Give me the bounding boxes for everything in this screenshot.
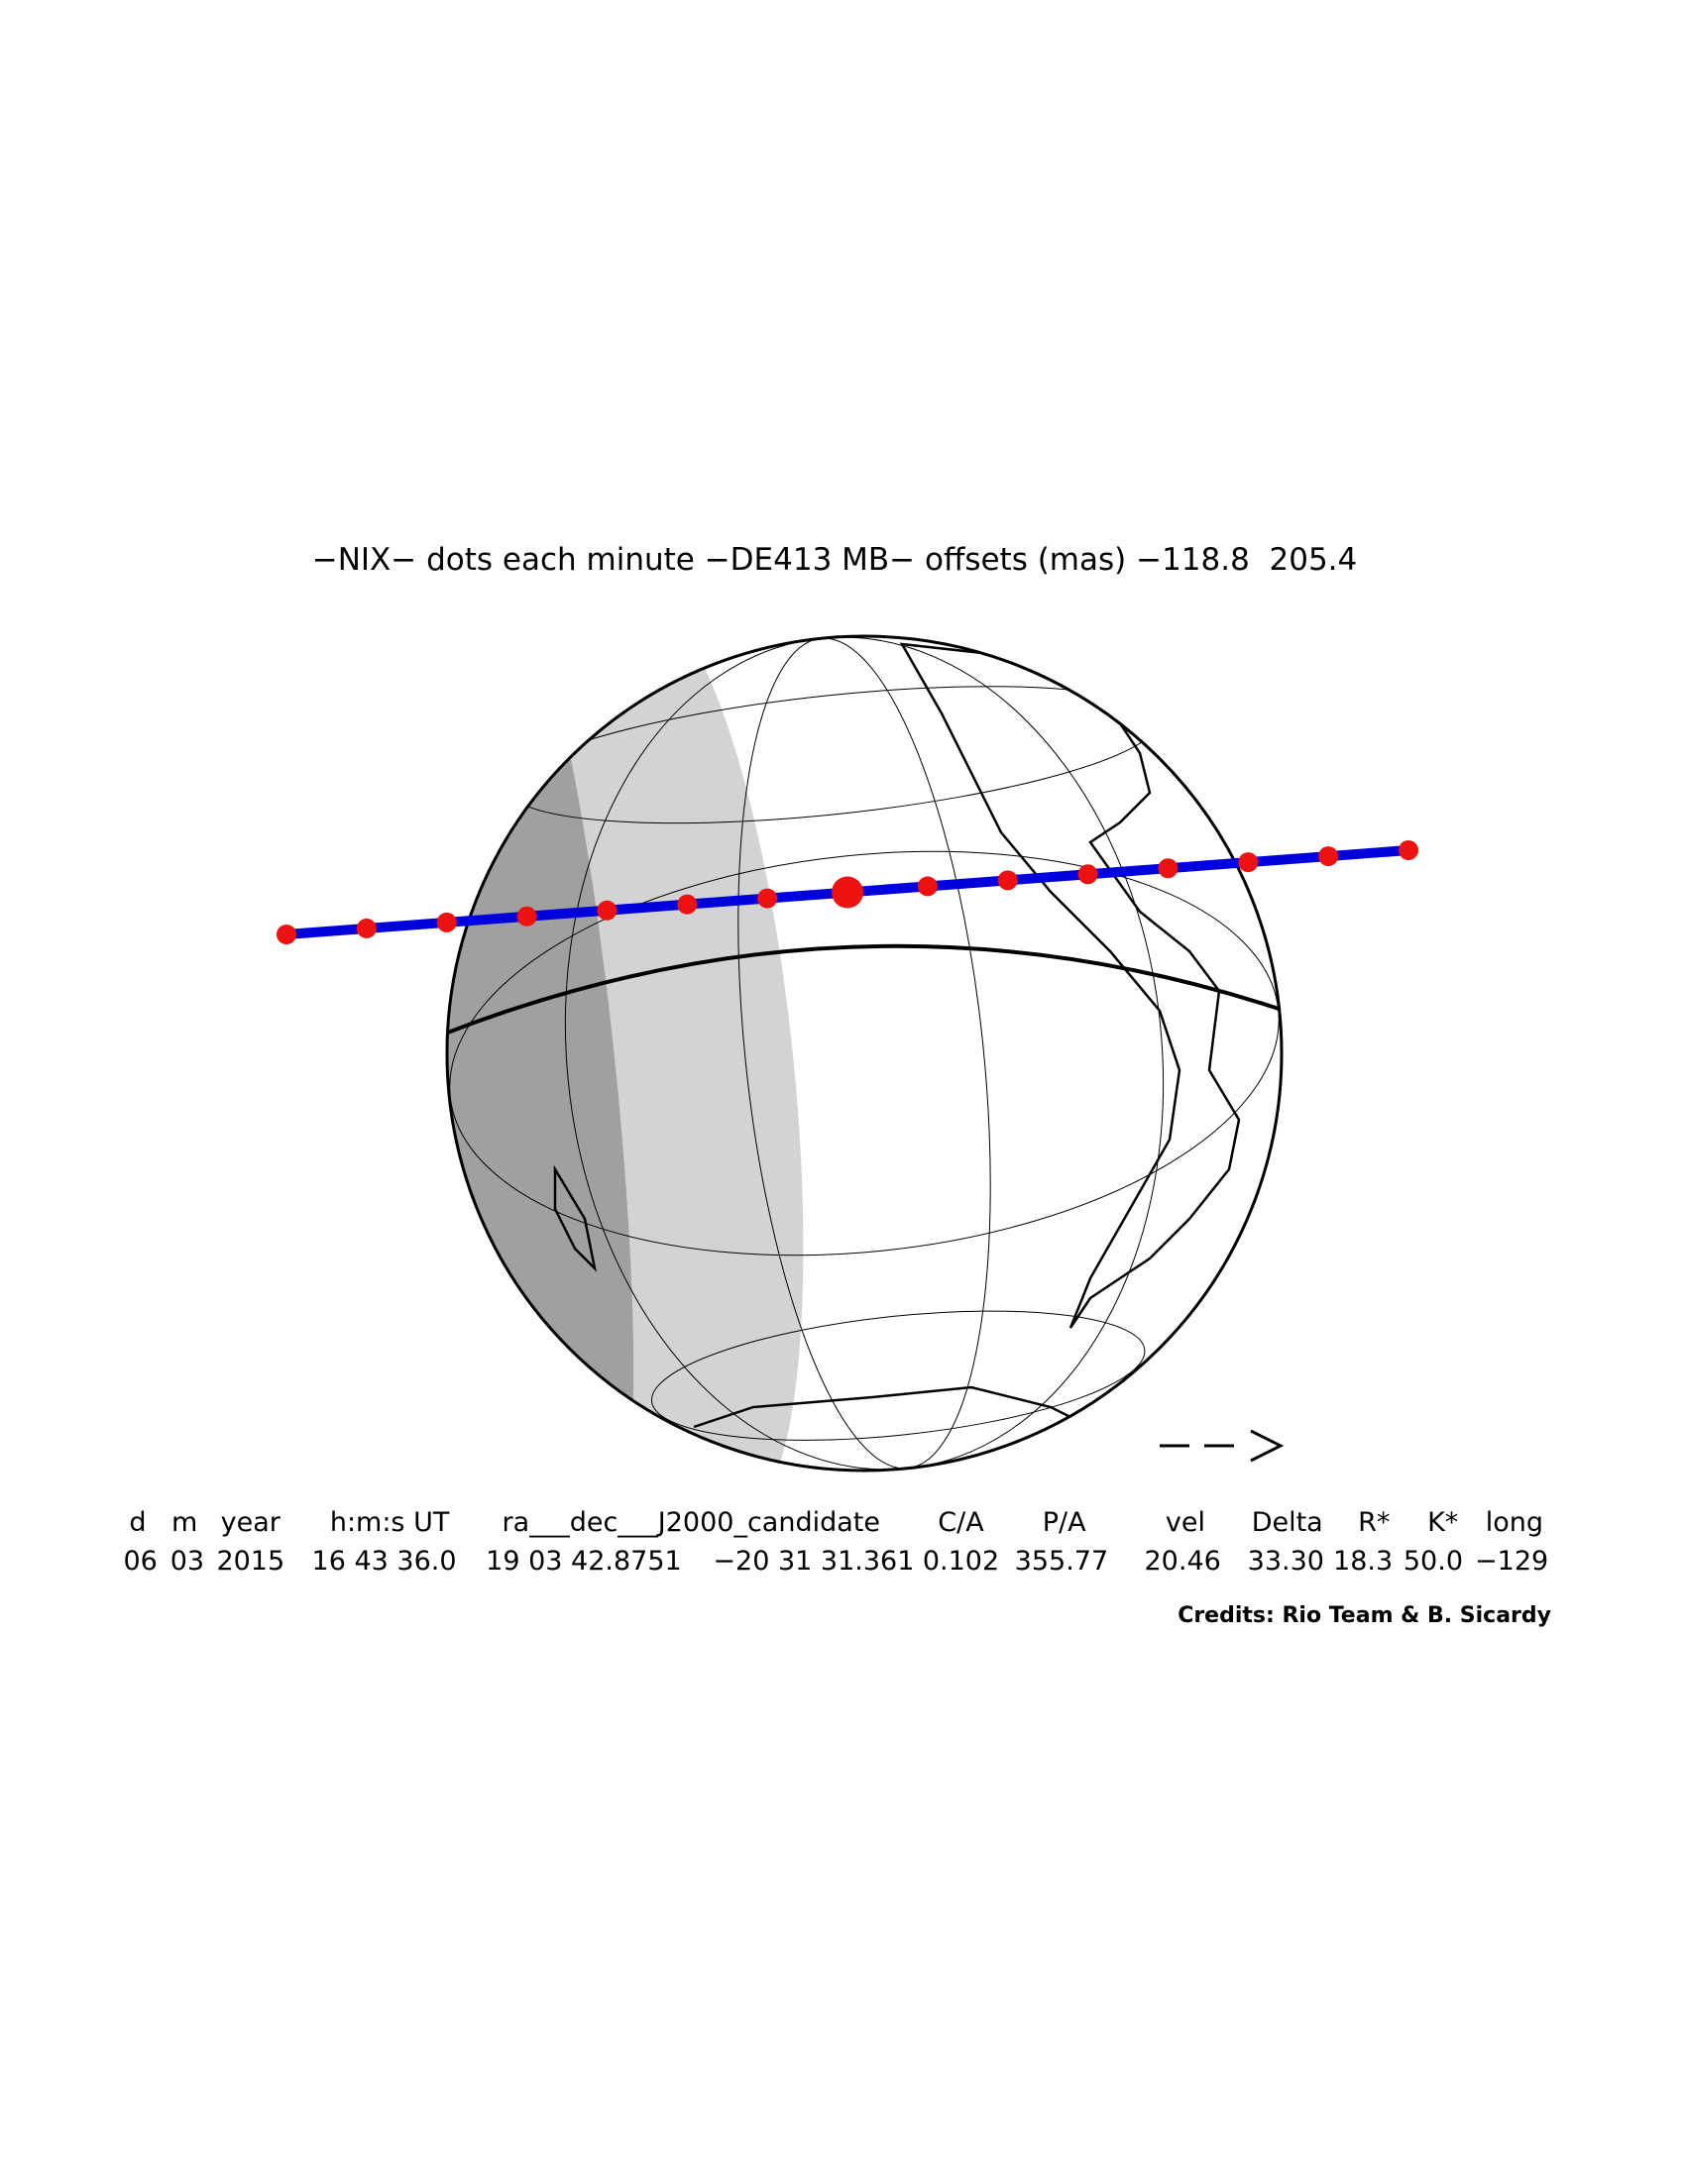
globe (447, 636, 1282, 1471)
column-header: ra___dec___J2000_candidate (503, 1507, 880, 1538)
column-value: 18.3 (1333, 1546, 1393, 1577)
column-value: 50.0 (1404, 1546, 1463, 1577)
column-value: −20 31 31.361 (713, 1546, 914, 1577)
direction-arrow (1160, 1429, 1285, 1463)
minute-dot (1077, 864, 1098, 885)
minute-dot (1399, 840, 1418, 860)
column-header: h:m:s UT (330, 1507, 450, 1538)
column-value: −129 (1475, 1546, 1548, 1577)
column-value: 03 (170, 1546, 204, 1577)
column-header: m (171, 1507, 197, 1538)
column-header: Delta (1252, 1507, 1323, 1538)
column-header: long (1486, 1507, 1543, 1538)
column-value: 355.77 (1015, 1546, 1108, 1577)
column-value: 19 03 42.8751 (486, 1546, 682, 1577)
column-value: 0.102 (923, 1546, 999, 1577)
column-header: K* (1427, 1507, 1458, 1538)
column-value: 2015 (216, 1546, 284, 1577)
column-header: R* (1358, 1507, 1390, 1538)
minute-dot (757, 888, 778, 909)
column-header: vel (1166, 1507, 1205, 1538)
column-value: 16 43 36.0 (312, 1546, 457, 1577)
minute-dot (1238, 852, 1259, 873)
minute-dot (277, 925, 296, 944)
event-table: d m year h:m:s UT ra___dec___J2000_candidate… (123, 1507, 1548, 1577)
minute-dot (436, 912, 457, 932)
column-value: 06 (123, 1546, 157, 1577)
credits: Credits: Rio Team & B. Sicardy (1178, 1603, 1551, 1628)
minute-dot (1318, 846, 1339, 867)
column-value: 33.30 (1248, 1546, 1324, 1577)
column-header: C/A (938, 1507, 984, 1538)
column-header: P/A (1043, 1507, 1086, 1538)
minute-dot (832, 876, 863, 909)
minute-dot (597, 900, 618, 921)
minute-dot (516, 906, 537, 927)
globe-outline (445, 634, 1284, 1473)
column-header: year (221, 1507, 281, 1538)
minute-dots (277, 840, 1418, 944)
column-header: d (129, 1507, 146, 1538)
minute-dot (1158, 858, 1179, 879)
title: −NIX− dots each minute −DE413 MB− offset… (312, 542, 1358, 578)
column-value: 20.46 (1145, 1546, 1221, 1577)
minute-dot (997, 870, 1018, 891)
minute-dot (677, 894, 698, 915)
minute-dot (917, 876, 938, 897)
minute-dot (356, 918, 377, 938)
